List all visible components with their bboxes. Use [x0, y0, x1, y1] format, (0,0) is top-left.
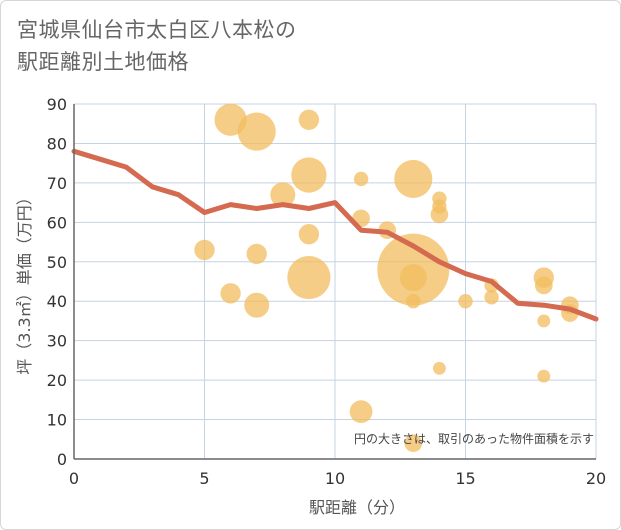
bubble-point: [458, 294, 473, 309]
bubble-point: [246, 243, 267, 265]
bubble-point: [270, 182, 296, 208]
bubble-point: [244, 292, 270, 318]
y-tick-label: 70: [47, 174, 67, 193]
bubble-point: [537, 369, 551, 383]
x-axis-title: 駅距離（分）: [309, 498, 405, 517]
y-tick-label: 90: [47, 95, 67, 114]
bubble-point: [194, 239, 215, 261]
chart-title-line-1: 宮城県仙台市太白区八本松の: [17, 18, 297, 42]
bubble-point: [349, 400, 373, 424]
bubble-point: [404, 434, 423, 453]
bubble-point: [298, 109, 320, 130]
grid-lines: [74, 103, 597, 459]
bubble-point: [432, 361, 446, 375]
bubble-point: [291, 157, 327, 193]
bubble-point: [484, 290, 499, 305]
y-axis-title: 坪（3.3㎡）単価（万円）: [15, 189, 34, 374]
x-tick-label: 10: [325, 469, 345, 488]
bubble-point: [220, 283, 241, 304]
y-tick-label: 30: [47, 332, 67, 351]
bubble-point: [406, 294, 421, 309]
x-tick-label: 0: [69, 469, 79, 488]
chart-title: 宮城県仙台市太白区八本松の 駅距離別土地価格: [17, 14, 297, 78]
y-tick-label: 20: [47, 371, 67, 390]
bubble-point: [534, 276, 553, 295]
y-tick-label: 0: [57, 450, 67, 469]
bubble-point: [287, 255, 331, 300]
y-tick-label: 80: [47, 134, 67, 153]
y-tick-label: 40: [47, 292, 67, 311]
x-tick-label: 20: [586, 469, 606, 488]
bubble-point: [353, 171, 369, 187]
bubbles: [194, 103, 579, 453]
tick-labels: 0 10 20 30 40 50 60 70 80 90 0 5 10 15 20: [47, 95, 607, 488]
bubble-point: [298, 223, 320, 245]
x-tick-label: 5: [199, 469, 209, 488]
y-tick-label: 60: [47, 213, 67, 232]
bubble-size-note: 円の大きさは、取引のあった物件面積を示す: [354, 431, 594, 446]
bubble-point: [394, 159, 433, 198]
trend-line: [71, 148, 599, 322]
y-tick-label: 50: [47, 253, 67, 272]
bubble-point: [430, 205, 449, 224]
x-tick-label: 15: [455, 469, 475, 488]
bubble-point: [537, 314, 551, 328]
trend-line-group: [71, 148, 599, 322]
bubble-point: [399, 264, 427, 292]
chart-title-line-2: 駅距離別土地価格: [17, 50, 189, 74]
axes: [73, 104, 596, 460]
y-tick-label: 10: [47, 411, 67, 430]
bubble-point: [237, 112, 276, 151]
